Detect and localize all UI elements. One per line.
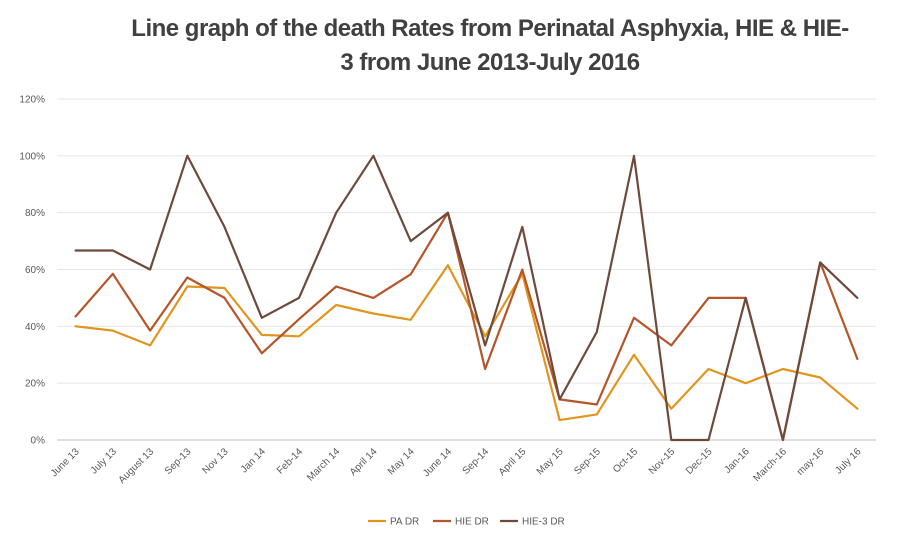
x-tick-label: May 15 <box>535 446 566 477</box>
x-tick-label: July 13 <box>89 446 119 476</box>
gridlines <box>57 98 876 441</box>
y-tick-label: 0% <box>31 436 46 447</box>
x-tick-label: Jan 14 <box>239 446 268 475</box>
x-tick-label: March 14 <box>305 446 343 484</box>
x-tick-label: May 14 <box>386 446 417 477</box>
x-tick-label: Dec-15 <box>684 446 715 477</box>
x-tick-label: Oct-15 <box>611 446 640 475</box>
y-axis-ticks: 0% 20% 40% 60% 80% 100% 120% <box>19 95 45 447</box>
x-tick-label: June 14 <box>421 446 454 479</box>
x-tick-label: Nov-15 <box>647 446 678 477</box>
legend-label: PA DR <box>390 517 419 528</box>
legend-label: HIE-3 DR <box>522 517 565 528</box>
x-tick-label: March-16 <box>751 446 789 484</box>
x-tick-label: Sep-13 <box>163 446 194 477</box>
x-tick-label: Feb-14 <box>275 446 305 476</box>
x-tick-label: April 14 <box>348 446 380 478</box>
x-tick-label: August 13 <box>117 446 157 486</box>
x-tick-label: Sep-15 <box>572 446 603 477</box>
x-tick-label: Sep-14 <box>461 446 492 477</box>
x-tick-label: may-16 <box>795 446 827 478</box>
legend: PA DR HIE DR HIE-3 DR <box>368 517 565 528</box>
x-tick-label: June 13 <box>49 446 82 479</box>
y-tick-label: 80% <box>25 208 45 219</box>
y-tick-label: 20% <box>25 379 45 390</box>
legend-label: HIE DR <box>455 517 489 528</box>
x-tick-label: July 16 <box>833 446 863 476</box>
series-line-hie-dr <box>74 211 859 442</box>
x-tick-label: Jan-16 <box>722 446 752 476</box>
y-tick-label: 60% <box>25 265 45 276</box>
y-tick-label: 40% <box>25 322 45 333</box>
series-line-hie-3-dr <box>74 154 859 442</box>
x-tick-label: Nov 13 <box>200 446 230 476</box>
y-tick-label: 120% <box>19 95 45 106</box>
chart-title: Line graph of the death Rates from Perin… <box>131 15 849 76</box>
x-tick-label: April 15 <box>497 446 529 478</box>
series-lines <box>74 154 859 442</box>
y-tick-label: 100% <box>19 151 45 162</box>
